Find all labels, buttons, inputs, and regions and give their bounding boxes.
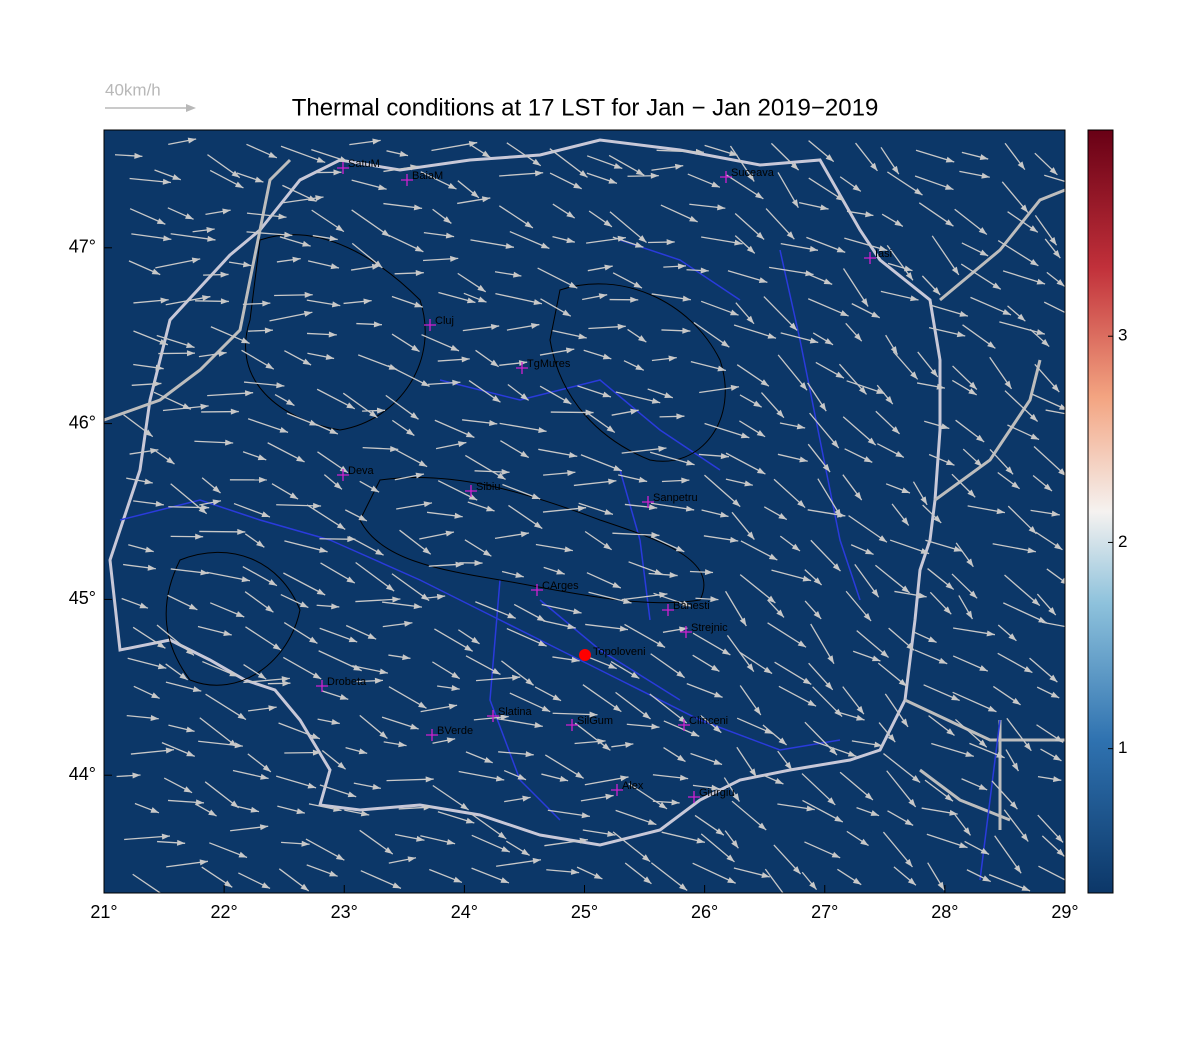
x-tick-label: 27° bbox=[811, 902, 838, 922]
wind-legend-arrow bbox=[105, 104, 196, 112]
highlight-marker bbox=[579, 649, 591, 661]
x-tick-label: 22° bbox=[211, 902, 238, 922]
city-label: Banesti bbox=[673, 600, 710, 612]
city-label: CArges bbox=[542, 580, 579, 592]
city-label: Sanpetru bbox=[653, 492, 698, 504]
x-tick-label: 29° bbox=[1051, 902, 1078, 922]
y-tick-label: 46° bbox=[69, 412, 96, 432]
city-label: Deva bbox=[348, 465, 375, 477]
wind-arrow-head bbox=[786, 899, 793, 907]
city-label: BaiaM bbox=[412, 170, 443, 182]
x-tick-label: 21° bbox=[90, 902, 117, 922]
wind-arrow-head bbox=[1074, 315, 1082, 321]
city-label: TgMures bbox=[527, 358, 571, 370]
wind-legend-label: 40km/h bbox=[105, 80, 161, 99]
x-tick-label: 23° bbox=[331, 902, 358, 922]
y-tick-label: 45° bbox=[69, 588, 96, 608]
colorbar-tick-label: 1 bbox=[1118, 738, 1127, 757]
x-tick-label: 24° bbox=[451, 902, 478, 922]
city-label: SilGum bbox=[577, 715, 613, 727]
city-label: Sibiu bbox=[476, 481, 500, 493]
city-label: BVerde bbox=[437, 725, 473, 737]
city-label: Strejnic bbox=[691, 622, 728, 634]
y-tick-label: 47° bbox=[69, 237, 96, 257]
city-label: Giurgiu bbox=[699, 787, 734, 799]
wind-arrow-head bbox=[1074, 412, 1082, 418]
colorbar-tick-label: 2 bbox=[1118, 532, 1127, 551]
x-tick-label: 28° bbox=[931, 902, 958, 922]
highlight-label: Topoloveni bbox=[593, 646, 646, 658]
city-label: Cluj bbox=[435, 315, 454, 327]
x-tick-label: 26° bbox=[691, 902, 718, 922]
wind-arrow-head bbox=[1078, 626, 1086, 632]
y-tick-label: 44° bbox=[69, 764, 96, 784]
city-label: Iasi bbox=[875, 248, 892, 260]
colorbar bbox=[1088, 130, 1113, 893]
wind-arrow-head bbox=[162, 893, 170, 900]
map-area bbox=[104, 130, 1065, 893]
city-label: Alex bbox=[622, 780, 644, 792]
map-title: Thermal conditions at 17 LST for Jan − J… bbox=[292, 94, 879, 121]
city-label: SatuM bbox=[348, 158, 380, 170]
colorbar-tick-label: 3 bbox=[1118, 326, 1127, 345]
city-label: Drobeta bbox=[327, 676, 367, 688]
city-label: Slatina bbox=[498, 706, 533, 718]
city-label: Clinceni bbox=[689, 715, 728, 727]
city-label: Suceava bbox=[731, 167, 775, 179]
wind-arrow-head bbox=[1069, 880, 1077, 886]
wind-arrow-head bbox=[1071, 181, 1080, 187]
x-tick-label: 25° bbox=[571, 902, 598, 922]
